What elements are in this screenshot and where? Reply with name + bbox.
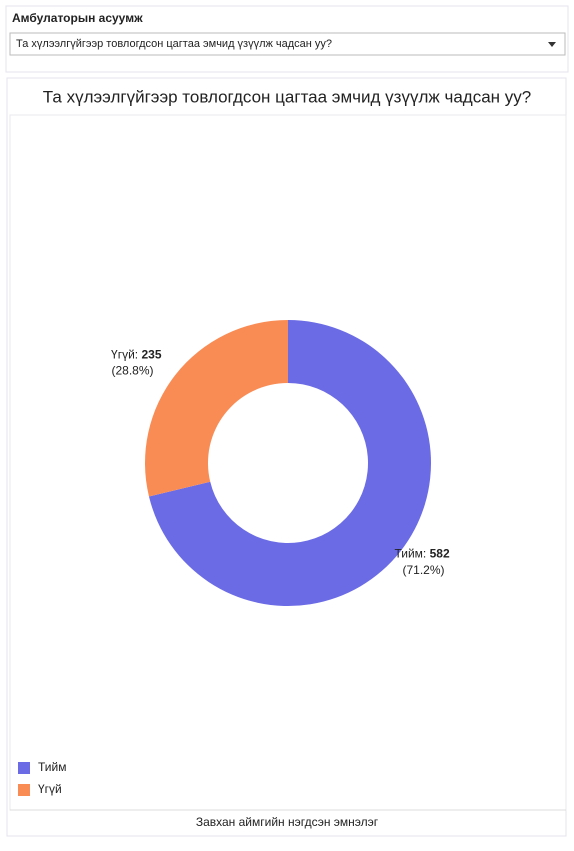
dropdown[interactable] — [9, 32, 566, 56]
data-label-value: 235 — [141, 348, 161, 362]
legend-label: Үгүй — [38, 782, 62, 796]
legend-swatch — [18, 762, 30, 774]
data-label: Тийм: 582 — [394, 547, 449, 561]
dropdown-arrow — [548, 42, 556, 47]
filter-label: Амбулаторын асуумж — [12, 11, 143, 25]
chart-title: Та хүлээлгүйгээр товлогдсон цагтаа эмчид… — [43, 87, 531, 106]
data-label-percent: (71.2%) — [402, 563, 444, 577]
dropdown-value: Та хүлээлгүйгээр товлогдсон цагтаа эмчид… — [16, 38, 332, 50]
legend-swatch — [18, 784, 30, 796]
donut-slice — [145, 320, 288, 497]
donut-slice — [148, 320, 431, 607]
plot-area — [9, 114, 567, 811]
legend-label: Тийм — [38, 760, 66, 774]
footer-text: Завхан аймгийн нэгдсэн эмнэлэг — [196, 815, 379, 829]
data-label-name: Үгүй: — [111, 348, 138, 362]
data-label-percent: (28.8%) — [111, 364, 153, 378]
data-label-name: Тийм: — [394, 547, 426, 561]
data-label-value: 582 — [430, 547, 450, 561]
data-label: Үгүй: 235 — [111, 348, 162, 362]
